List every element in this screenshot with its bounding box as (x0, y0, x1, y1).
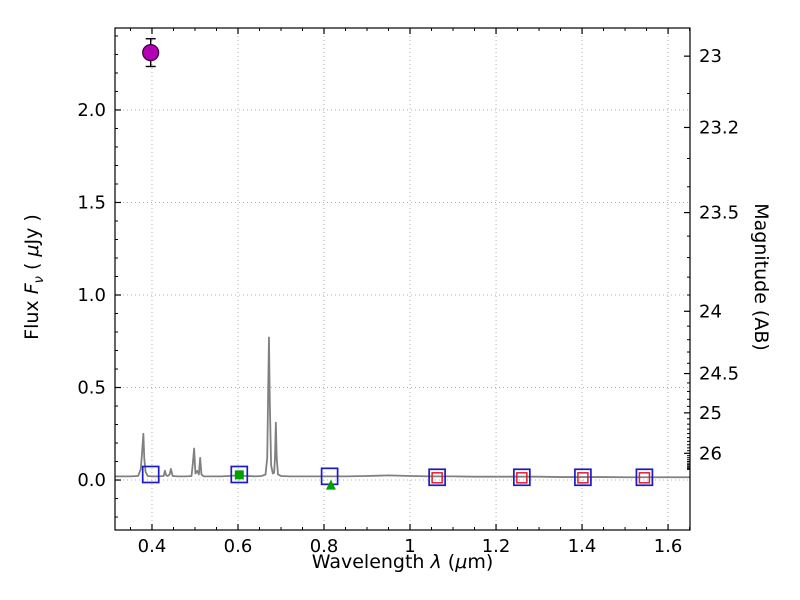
observed-green-square-marker (234, 470, 244, 480)
model-photometry-squares-marker (428, 468, 446, 487)
flux-label-units-pre: ( (21, 256, 43, 277)
x-axis-label-symbol: λ (430, 551, 442, 573)
flux-label-prefix: Flux (21, 294, 43, 340)
y-tick-label-left: 1.5 (77, 192, 106, 213)
x-axis-label-mu: μ (455, 551, 468, 573)
x-axis-label: Wavelength λ (μm) (115, 551, 690, 573)
model-photometry-squares-marker (512, 468, 531, 487)
x-axis-label-prefix: Wavelength (311, 551, 431, 573)
x-tick-label: 1 (404, 536, 415, 557)
observed-red-squares-marker (516, 472, 528, 484)
x-tick-label: 1.6 (654, 536, 683, 557)
x-tick-label: 0.6 (224, 536, 253, 557)
observed-red-squares-marker (577, 472, 589, 484)
observed-red-squares-marker (638, 472, 651, 484)
observed-red-squares-marker (431, 472, 443, 484)
model-spectrum (115, 336, 690, 479)
y-tick-label-right: 24 (699, 301, 722, 322)
model-photometry-squares-marker (574, 468, 592, 487)
y-tick-label-left: 1.0 (77, 285, 106, 306)
model-photometry-squares-marker (230, 465, 249, 484)
y-tick-label-left: 2.0 (77, 100, 106, 121)
observed-detection-circle-marker (142, 44, 160, 62)
x-axis-label-units-post: m) (467, 551, 494, 573)
observed-green-triangle-marker (325, 479, 336, 490)
x-axis-label-units-pre: ( (441, 551, 456, 573)
y-tick-label-right: 23.2 (699, 117, 739, 138)
flux-label-symbol: F (21, 283, 43, 295)
model-photometry-squares-marker (635, 468, 654, 487)
y-axis-label-left: Flux Fν ( μJy ) (21, 26, 47, 528)
x-tick-label: 0.8 (310, 536, 339, 557)
y-tick-label-left: 0.5 (77, 378, 106, 399)
y-tick-label-right: 23.5 (699, 203, 739, 224)
x-tick-label: 1.4 (568, 536, 597, 557)
axes-frame (114, 27, 691, 531)
flux-label-mu: μ (21, 244, 43, 257)
y-tick-label-right: 23 (699, 46, 722, 67)
flux-label-subscript: ν (31, 276, 47, 284)
y-tick-label-right: 26 (699, 443, 722, 464)
y-axis-label-right: Magnitude (AB) (750, 203, 772, 351)
flux-label-units-post: Jy ) (21, 214, 43, 245)
y-tick-label-right: 25 (699, 403, 722, 424)
y-tick-label-right: 24.5 (699, 364, 739, 385)
y-tick-label-left: 0.0 (77, 470, 106, 491)
model-photometry-squares-marker (141, 465, 160, 484)
x-tick-label: 1.2 (482, 536, 511, 557)
x-tick-label: 0.4 (138, 536, 167, 557)
